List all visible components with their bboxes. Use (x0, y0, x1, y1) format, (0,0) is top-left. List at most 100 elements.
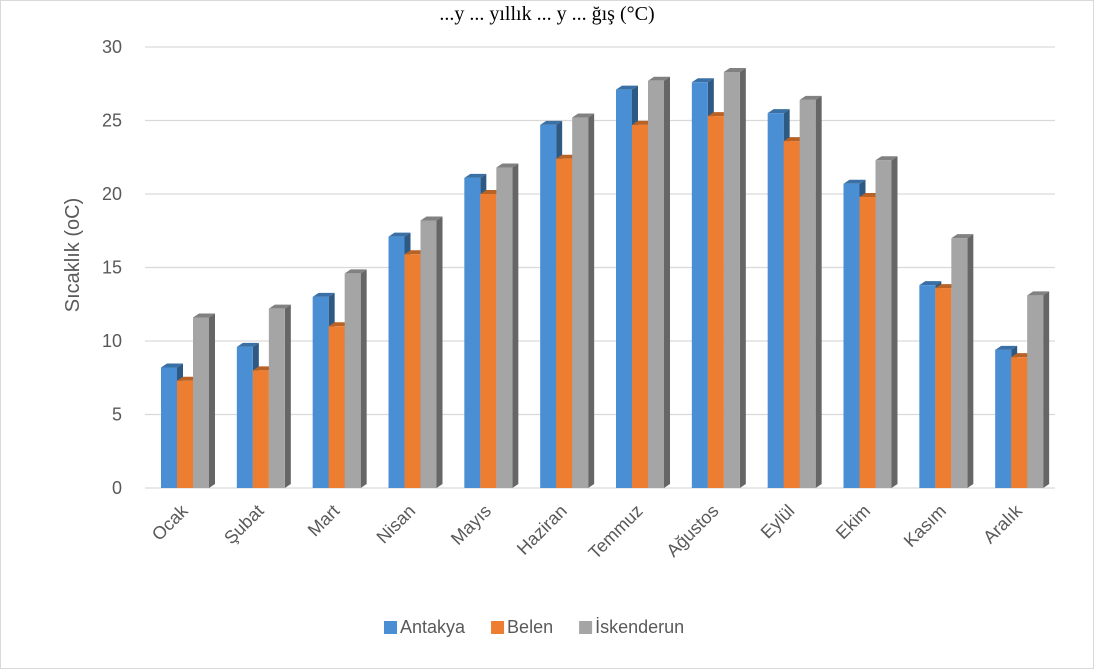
bar-face (404, 254, 421, 488)
bar-face (388, 236, 405, 488)
bar-top (616, 85, 638, 90)
bar-top (1027, 291, 1050, 296)
bar-i-skenderun (875, 156, 898, 488)
bar-top (388, 232, 411, 237)
bar-face (161, 367, 177, 488)
bar-top (540, 120, 563, 125)
bar-i-skenderun (648, 76, 670, 488)
legend-item-belen: Belen (491, 617, 553, 637)
bar-face (464, 177, 481, 488)
bar-i-skenderun (572, 113, 595, 488)
legend-item-i-skenderun: İskenderun (579, 617, 684, 637)
bar-side (360, 269, 367, 488)
bar-i-skenderun (1027, 291, 1050, 488)
bar-top (843, 179, 866, 184)
bar-face (783, 141, 800, 488)
bar-face (995, 349, 1012, 488)
bar-side (1043, 291, 1050, 488)
bar-side (739, 67, 746, 489)
bar-side (967, 234, 974, 488)
bar-top (344, 269, 367, 274)
bar-side (891, 156, 898, 488)
bar-face (691, 82, 708, 488)
bar-face (572, 117, 589, 488)
bar-face (556, 158, 573, 488)
y-tick-label: 25 (102, 111, 122, 131)
bar-top (875, 156, 898, 161)
bars (161, 67, 1050, 489)
bar-face (616, 89, 632, 488)
bar-i-skenderun (420, 216, 443, 488)
bar-side (588, 113, 595, 488)
bar-side (436, 216, 443, 488)
bar-top (995, 345, 1018, 350)
bar-top (951, 234, 974, 239)
bar-top (464, 173, 487, 178)
y-axis-label: Sıcaklık (oC) (62, 198, 84, 312)
y-tick-label: 0 (112, 478, 122, 498)
y-tick-label: 30 (102, 37, 122, 57)
bar-top (268, 304, 291, 309)
bar-i-skenderun (268, 304, 291, 488)
bar-i-skenderun (344, 269, 367, 488)
legend-item-antakya: Antakya (384, 617, 466, 637)
bar-face (843, 183, 860, 488)
bar-face (268, 308, 285, 488)
legend-swatch (491, 621, 505, 634)
bar-top (193, 313, 215, 318)
bar-side (512, 163, 519, 489)
bar-face (193, 317, 209, 488)
bar-top (572, 113, 595, 118)
bar-side (815, 95, 822, 489)
bar-top (767, 109, 790, 114)
bar-face (859, 196, 876, 488)
bar-face (328, 326, 345, 488)
bar-face (420, 220, 437, 488)
bar-i-skenderun (799, 95, 822, 489)
gridlines (145, 46, 1055, 489)
bar-face (935, 288, 952, 488)
bar-i-skenderun (193, 313, 215, 488)
bar-top (420, 216, 443, 221)
bar-side (664, 76, 670, 488)
bar-face (1011, 357, 1028, 488)
bar-top (799, 95, 822, 100)
bar-top (312, 292, 335, 297)
bar-side (209, 313, 215, 488)
bar-top (691, 78, 714, 83)
y-tick-label: 20 (102, 184, 122, 204)
bar-face (1027, 295, 1044, 488)
y-tick-label: 15 (102, 258, 122, 278)
bar-top (648, 76, 670, 81)
bar-face (919, 285, 936, 488)
bar-face (799, 99, 816, 489)
bar-face (236, 346, 253, 488)
bar-i-skenderun (496, 163, 519, 489)
bar-top (496, 163, 519, 168)
bar-top (919, 281, 942, 286)
bar-face (707, 116, 724, 488)
bar-face (723, 71, 740, 489)
y-tick-label: 10 (102, 331, 122, 351)
y-axis-ticks: 0 5 10 15 20 25 30 (102, 37, 122, 498)
legend: Antakya Belen İskenderun (384, 617, 684, 637)
bar-face (648, 80, 664, 488)
bar-face (480, 194, 497, 488)
legend-label: Belen (507, 617, 553, 637)
bar-top (723, 67, 746, 72)
bar-face (767, 113, 784, 489)
bar-i-skenderun (951, 234, 974, 488)
bar-i-skenderun (723, 67, 746, 489)
legend-label: İskenderun (595, 617, 684, 637)
bar-face (496, 167, 513, 489)
legend-swatch (579, 621, 593, 634)
bar-face (344, 273, 361, 488)
bar-face (875, 160, 892, 488)
bar-side (284, 304, 291, 488)
legend-label: Antakya (400, 617, 466, 637)
bar-face (632, 124, 648, 488)
bar-face (540, 124, 557, 488)
bar-face (252, 370, 269, 488)
